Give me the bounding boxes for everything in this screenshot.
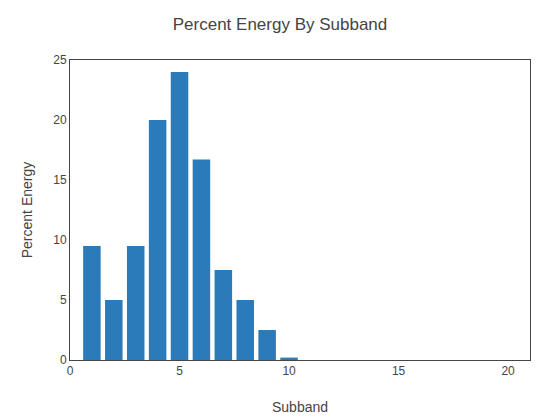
svg-text:Percent Energy: Percent Energy <box>19 162 35 259</box>
svg-text:Percent Energy By Subband: Percent Energy By Subband <box>173 15 388 34</box>
svg-text:Subband: Subband <box>272 399 328 415</box>
svg-text:0: 0 <box>60 353 67 367</box>
svg-text:10: 10 <box>53 233 67 247</box>
svg-text:10: 10 <box>282 364 296 378</box>
svg-text:15: 15 <box>53 173 67 187</box>
svg-text:20: 20 <box>501 364 515 378</box>
svg-text:15: 15 <box>392 364 406 378</box>
svg-text:5: 5 <box>60 293 67 307</box>
svg-text:20: 20 <box>53 113 67 127</box>
svg-text:25: 25 <box>53 53 67 67</box>
svg-text:0: 0 <box>67 364 74 378</box>
svg-text:5: 5 <box>176 364 183 378</box>
